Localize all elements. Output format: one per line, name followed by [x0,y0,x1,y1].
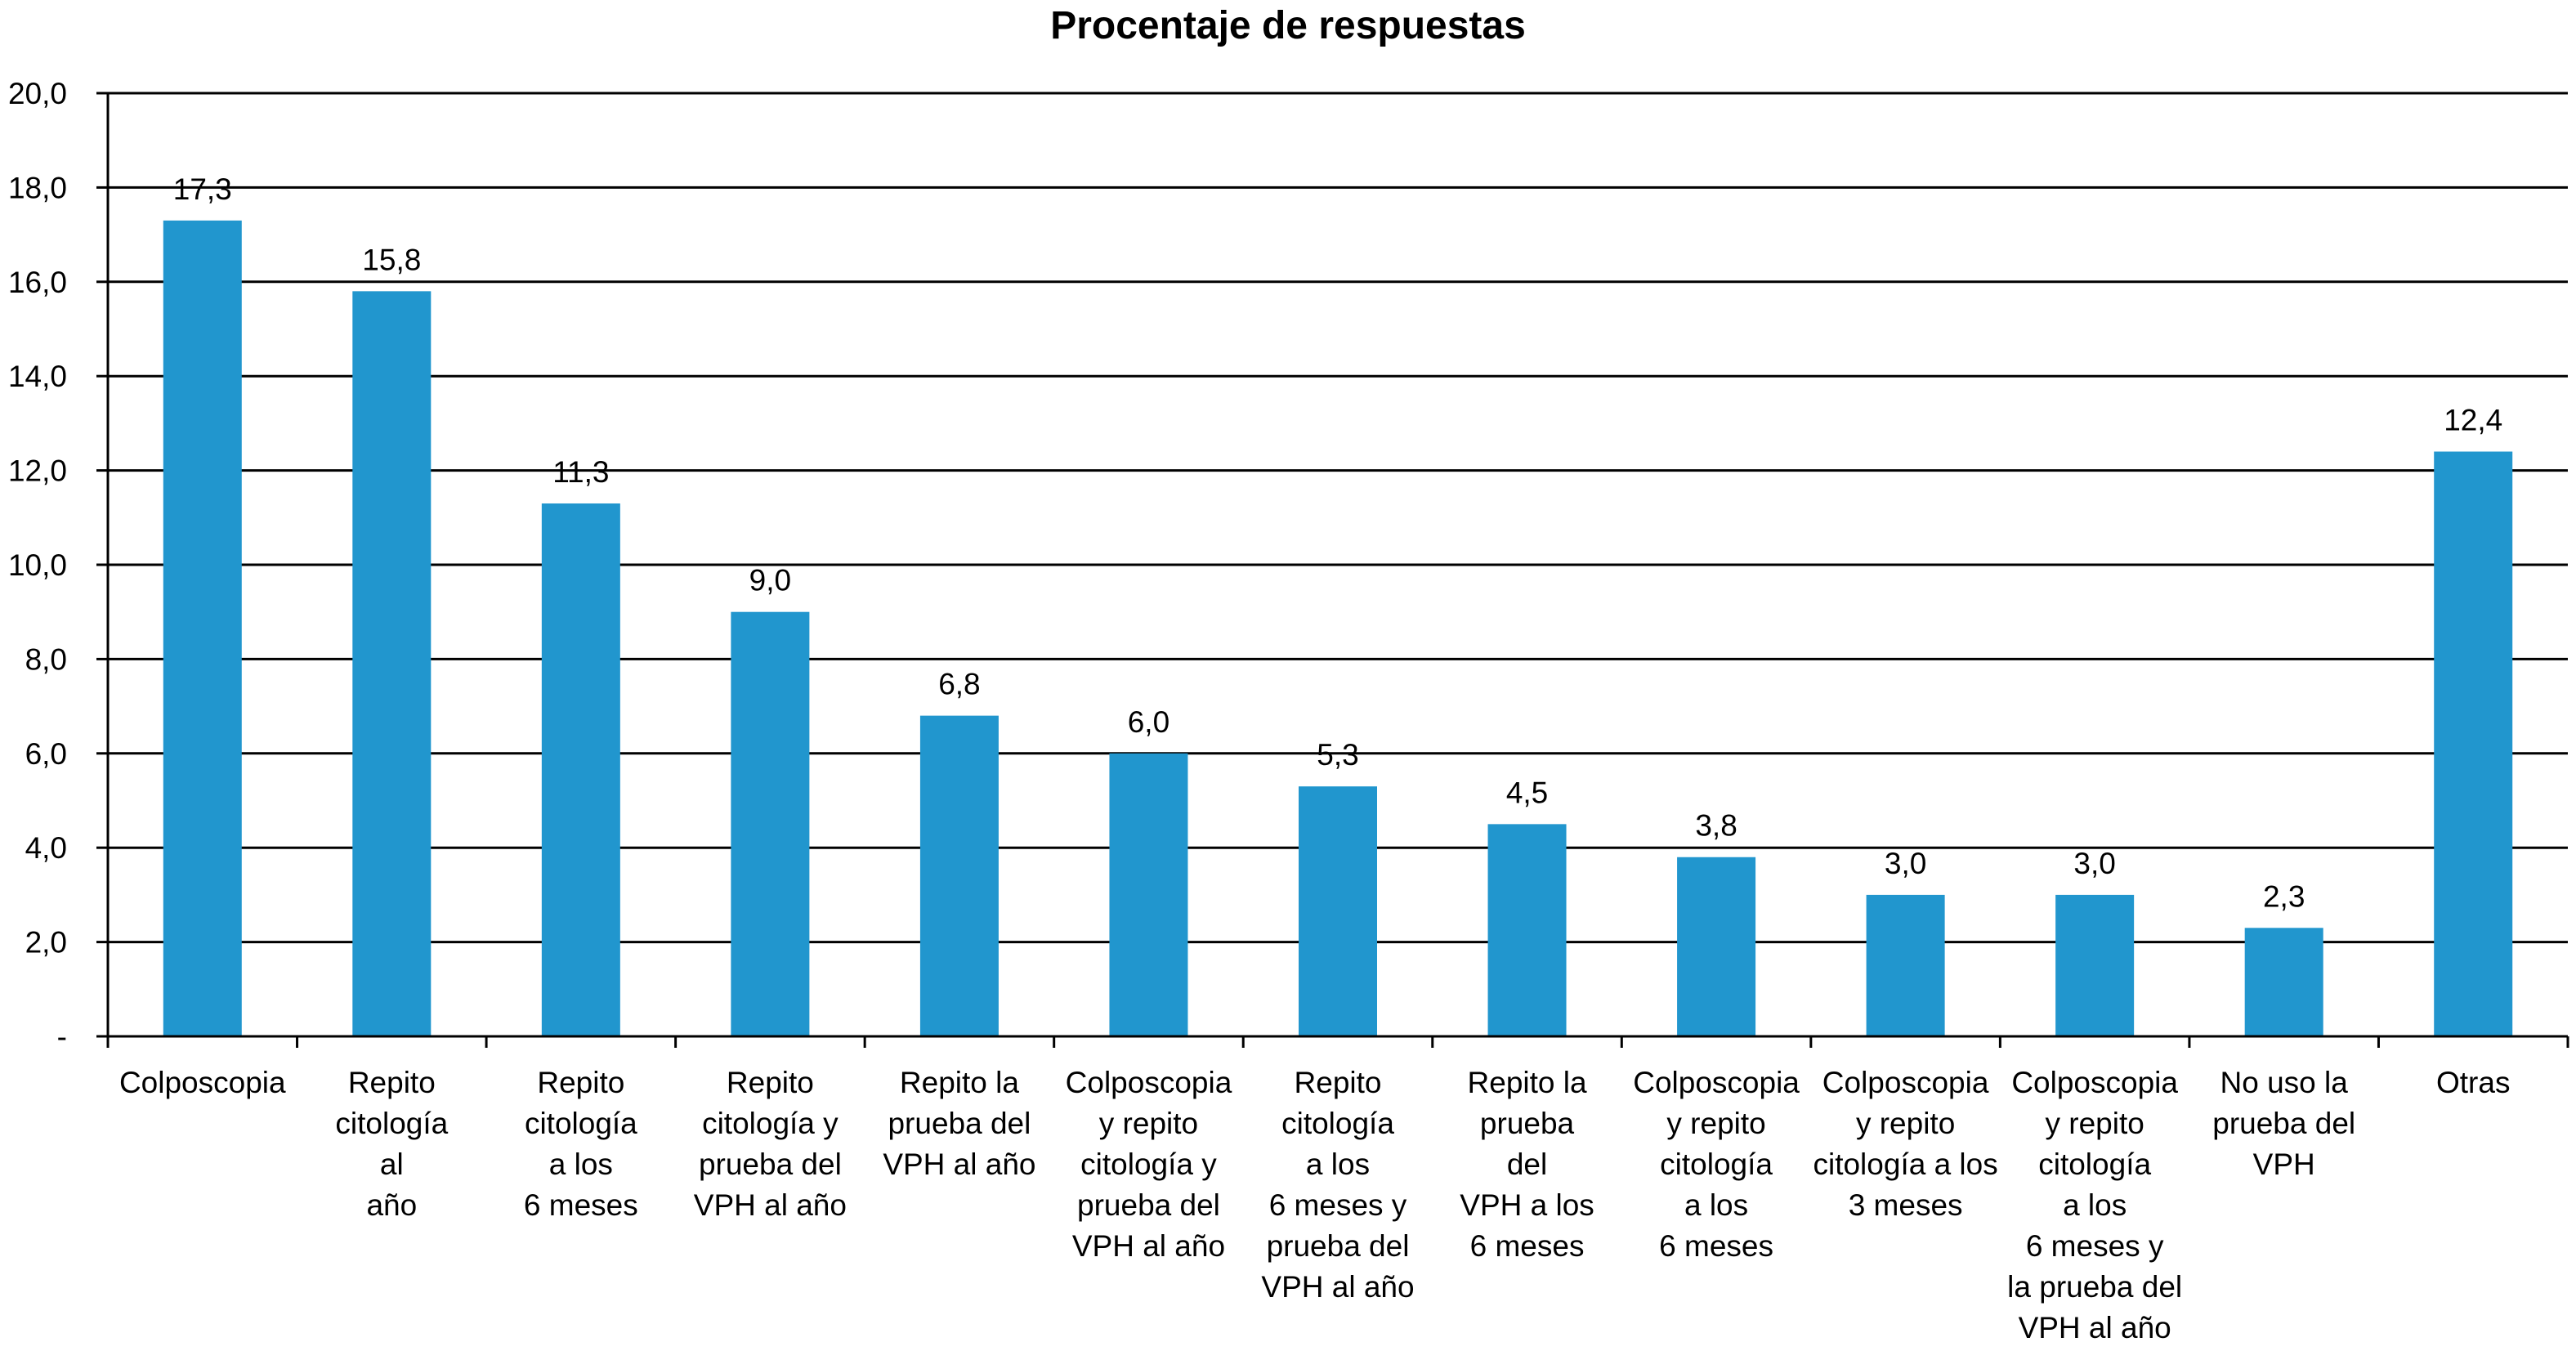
x-category-label: Colposcopia y repito citología a los 3 mese… [1813,1066,1997,1222]
bar [541,503,620,1036]
bar [731,611,810,1036]
bar-value-label: 5,3 [1317,738,1358,772]
x-category-label: Repito citología a los 6 meses [524,1066,638,1222]
bar [919,715,999,1036]
bar [2434,451,2513,1036]
chart-title: Procentaje de respuestas [1050,4,1526,47]
x-category-label: Repito la prueba del VPH al año [883,1066,1035,1181]
bar [2055,894,2135,1036]
bar [163,220,242,1036]
bar [1299,786,1377,1036]
y-tick-label: 4,0 [25,831,67,865]
bar [1109,753,1188,1036]
y-tick-label: 6,0 [25,737,67,771]
bar [1487,824,1567,1036]
x-category-labels: Colposcopia Repito citología al año Repito cit… [119,1066,2511,1344]
x-category-label: Repito citología a los 6 meses y prueba del V… [1261,1066,1414,1304]
bar-value-label: 2,3 [2263,879,2305,913]
bar-value-label: 3,8 [1695,809,1737,843]
x-category-label: Colposcopia y repito citología a los 6 meses… [2007,1066,2182,1344]
x-category-label: Colposcopia y repito citología a los 6 meses [1633,1066,1800,1263]
y-tick-label: 12,0 [8,454,67,488]
bars [163,220,2513,1037]
bar [1677,857,1756,1036]
y-tick-label: - [57,1020,67,1054]
x-category-label: Colposcopia [119,1066,286,1099]
x-category-label: Repito la prueba del VPH a los 6 meses [1460,1066,1594,1263]
bar [352,291,432,1037]
bar-value-label: 12,4 [2444,404,2502,437]
bar-value-label: 4,5 [1506,776,1548,809]
bar-value-label: 6,8 [938,668,980,701]
bar-value-label: 6,0 [1128,705,1169,739]
y-tick-label: 2,0 [25,926,67,960]
bar-value-label: 17,3 [173,172,232,206]
bar-value-label: 3,0 [2073,847,2115,880]
y-tick-label: 16,0 [8,266,67,299]
bar-value-label: 9,0 [749,564,791,597]
bar [2244,928,2323,1036]
y-tick-label: 20,0 [8,77,67,110]
bar-value-label: 15,8 [362,243,421,276]
x-category-label: Otras [2436,1066,2510,1099]
bar-value-label: 11,3 [552,455,609,489]
bar-value-label: 3,0 [1885,847,1926,880]
bar [1866,894,1945,1036]
y-tick-label: 18,0 [8,171,67,204]
y-tick-label: 14,0 [8,360,67,393]
x-category-label: Repito citología al año [335,1066,448,1222]
y-tick-labels: - 2,0 4,0 6,0 8,0 10,0 12,0 14,0 16,0 18,0 20,0 [8,77,67,1054]
x-category-label: No uso la prueba del VPH [2212,1066,2355,1181]
y-tick-label: 8,0 [25,642,67,676]
x-category-label: Repito citología y prueba del VPH al año [694,1066,847,1222]
axes [96,92,2569,1048]
y-tick-label: 10,0 [8,548,67,582]
value-labels: 17,3 15,8 11,3 9,0 6,8 6,0 5,3 4,5 3,8 3,0 3,0 2,3 1… [173,172,2502,914]
x-category-label: Colposcopia y repito citología y prueba del… [1066,1066,1232,1263]
